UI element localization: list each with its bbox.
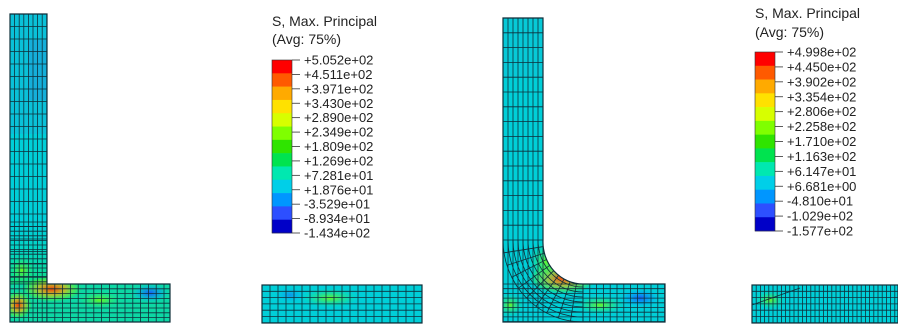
legend-label: +6.147e+01 bbox=[787, 164, 856, 179]
right-legend: S, Max. Principal (Avg: 75%) +4.998e+02+… bbox=[754, 5, 860, 239]
legend-label: -1.434e+02 bbox=[304, 226, 370, 241]
mesh-arc bbox=[537, 239, 584, 288]
legend-label: +1.710e+02 bbox=[787, 134, 856, 149]
right-l-mesh bbox=[502, 17, 666, 323]
legend-label: +6.681e+00 bbox=[787, 179, 856, 194]
legend-label: +2.890e+02 bbox=[304, 110, 373, 125]
legend-label: +4.450e+02 bbox=[787, 59, 856, 74]
legend-color-swatch bbox=[755, 162, 775, 177]
legend-label: +2.806e+02 bbox=[787, 104, 856, 119]
legend-label: -1.577e+02 bbox=[787, 224, 853, 239]
mesh-arc bbox=[512, 239, 584, 313]
legend-color-swatch bbox=[755, 120, 775, 135]
legend-label: -3.529e+01 bbox=[304, 197, 370, 212]
legend-label: +5.052e+02 bbox=[304, 53, 373, 68]
right-legend-labels: +4.998e+02+4.450e+02+3.902e+02+3.354e+02… bbox=[775, 45, 856, 239]
legend-color-swatch bbox=[755, 134, 775, 149]
legend-color-swatch bbox=[755, 79, 775, 94]
right-bottom-strip bbox=[751, 284, 898, 324]
legend-label: -8.934e+01 bbox=[304, 211, 370, 226]
left-legend-subtitle: (Avg: 75%) bbox=[272, 31, 341, 47]
mesh-arc bbox=[517, 239, 584, 308]
legend-color-swatch bbox=[272, 60, 292, 74]
legend-color-swatch bbox=[272, 73, 292, 87]
legend-color-swatch bbox=[755, 52, 775, 67]
legend-color-swatch bbox=[755, 65, 775, 80]
left-legend-title: S, Max. Principal bbox=[272, 13, 377, 29]
mesh-arc bbox=[522, 239, 584, 303]
legend-color-swatch bbox=[272, 99, 292, 114]
legend-color-swatch bbox=[272, 166, 292, 181]
mesh-arc bbox=[527, 239, 584, 298]
legend-color-swatch bbox=[272, 153, 292, 167]
left-bottom-strip bbox=[261, 284, 423, 324]
legend-label: -4.810e+01 bbox=[787, 194, 853, 209]
legend-label: +1.809e+02 bbox=[304, 139, 373, 154]
left-legend: S, Max. Principal (Avg: 75%) +5.052e+02+… bbox=[271, 13, 377, 241]
legend-color-swatch bbox=[272, 193, 292, 207]
legend-color-swatch bbox=[272, 113, 292, 127]
legend-label: +2.349e+02 bbox=[304, 125, 373, 140]
legend-label: +1.269e+02 bbox=[304, 153, 373, 168]
mesh-arc bbox=[503, 239, 584, 322]
legend-label: +1.876e+01 bbox=[304, 182, 373, 197]
right-legend-title: S, Max. Principal bbox=[755, 5, 860, 21]
left-l-mesh bbox=[9, 13, 171, 323]
legend-color-swatch bbox=[272, 219, 292, 234]
legend-color-swatch bbox=[272, 126, 292, 141]
legend-label: +1.163e+02 bbox=[787, 149, 856, 164]
legend-color-swatch bbox=[272, 179, 292, 194]
legend-color-swatch bbox=[272, 86, 292, 101]
legend-color-swatch bbox=[272, 206, 292, 220]
legend-label: +7.281e+01 bbox=[304, 168, 373, 183]
legend-color-swatch bbox=[755, 175, 775, 190]
legend-label: +3.430e+02 bbox=[304, 96, 373, 111]
legend-label: +3.971e+02 bbox=[304, 81, 373, 96]
legend-label: +3.354e+02 bbox=[787, 89, 856, 104]
mesh-line bbox=[751, 287, 801, 306]
legend-color-swatch bbox=[755, 148, 775, 163]
legend-color-swatch bbox=[755, 107, 775, 122]
left-legend-colorbar bbox=[271, 59, 293, 234]
right-legend-colorbar bbox=[754, 51, 776, 232]
legend-color-swatch bbox=[755, 189, 775, 204]
legend-label: -1.029e+02 bbox=[787, 209, 853, 224]
legend-label: +3.902e+02 bbox=[787, 74, 856, 89]
legend-color-swatch bbox=[755, 217, 775, 232]
legend-label: +4.998e+02 bbox=[787, 45, 856, 60]
left-legend-labels: +5.052e+02+4.511e+02+3.971e+02+3.430e+02… bbox=[292, 53, 373, 241]
right-legend-subtitle: (Avg: 75%) bbox=[755, 24, 824, 40]
legend-label: +2.258e+02 bbox=[787, 119, 856, 134]
mesh-arc bbox=[532, 239, 584, 293]
legend-label: +4.511e+02 bbox=[304, 67, 372, 82]
legend-color-swatch bbox=[755, 203, 775, 218]
legend-color-swatch bbox=[272, 139, 292, 154]
legend-color-swatch bbox=[755, 93, 775, 108]
mesh-arc bbox=[507, 239, 584, 318]
